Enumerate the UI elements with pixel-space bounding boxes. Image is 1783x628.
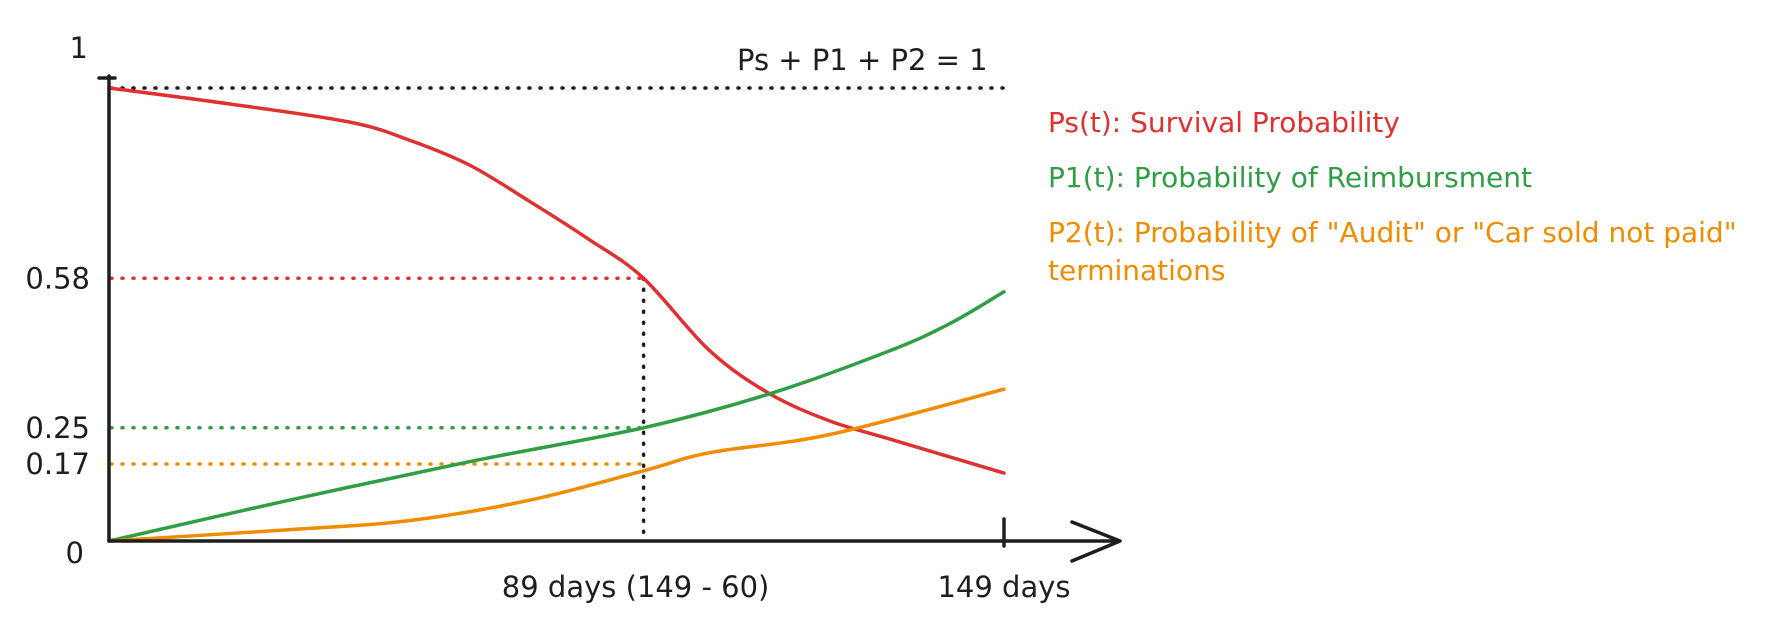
x-tick-label-89: 89 days (149 - 60) xyxy=(502,570,770,604)
axis-labels: Ps + P1 + P2 = 1 0 0.170.25 0.58 1 89 days (… xyxy=(25,31,1070,604)
x-axis-arrowhead xyxy=(1070,520,1122,563)
legend-item-ps: Ps(t): Survival Probability xyxy=(1048,106,1400,139)
legend: Ps(t): Survival Probability P1(t): Proba… xyxy=(1048,104,1778,307)
series-line-ps xyxy=(107,86,1006,475)
y-tick-label-0-58: 0.58 xyxy=(25,261,90,295)
series-layer xyxy=(107,86,1006,543)
series-line-p1 xyxy=(107,290,1006,543)
y-tick-label-0-17: 0.17 xyxy=(25,447,90,481)
series-line-p2 xyxy=(107,387,1006,543)
reference-lines xyxy=(109,86,1006,543)
y-tick-label-1: 1 xyxy=(70,31,88,65)
legend-item-p1: P1(t): Probability of Reimbursment xyxy=(1048,161,1532,194)
y-tick-label-0-25: 0.25 xyxy=(25,411,90,445)
equation-label: Ps + P1 + P2 = 1 xyxy=(737,43,988,77)
x-tick-label-149: 149 days xyxy=(937,570,1070,604)
axes xyxy=(97,74,1122,563)
y-tick-label-0: 0 xyxy=(66,536,84,570)
legend-item-p2: P2(t): Probability of "Audit" or "Car so… xyxy=(1048,216,1737,287)
